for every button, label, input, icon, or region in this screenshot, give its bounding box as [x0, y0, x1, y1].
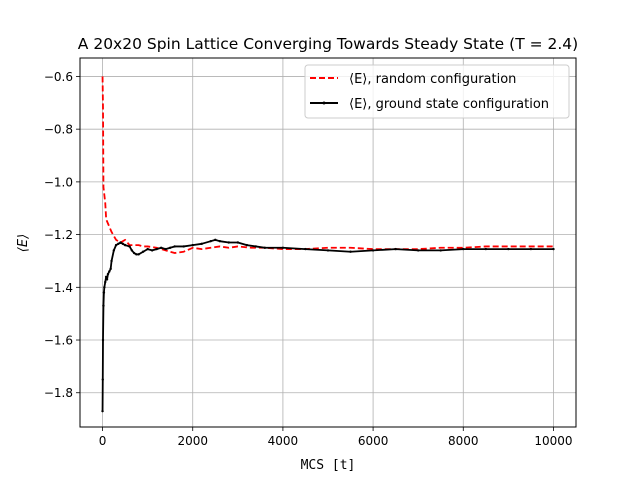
x-tick-label: 2000 [177, 434, 208, 448]
series-point-ground [209, 239, 212, 243]
series-point-ground [146, 247, 149, 251]
series-point-ground [552, 247, 555, 251]
legend-box [304, 64, 570, 119]
series-point-ground [104, 280, 107, 284]
y-tick-label: −1.8 [44, 386, 73, 400]
series-point-ground [141, 250, 145, 253]
series-point-ground [101, 409, 104, 413]
series-point-ground [164, 247, 167, 251]
series-point-ground [236, 241, 240, 244]
series-point-ground [123, 243, 127, 247]
series-point-ground [117, 242, 120, 246]
series-point-ground [191, 243, 194, 247]
series-point-ground [349, 250, 352, 253]
chart-title: A 20x20 Spin Lattice Converging Towards … [78, 35, 578, 53]
y-tick-label: −1.0 [44, 175, 73, 189]
series-point-ground [416, 249, 420, 252]
series-point-ground [484, 247, 488, 251]
series-point-ground [102, 304, 105, 307]
y-tick-label: −1.2 [44, 228, 73, 242]
y-tick-label: −1.4 [44, 281, 73, 295]
x-tick-label: 8000 [448, 434, 479, 448]
series-point-ground [182, 245, 185, 248]
series-point-ground [155, 247, 158, 251]
series-point-ground [106, 272, 110, 276]
y-tick-label: −0.8 [44, 123, 73, 137]
series-point-ground [159, 246, 163, 249]
y-tick-label: −0.6 [44, 70, 73, 84]
series-point-ground [128, 245, 131, 248]
legend-label-ground: ⟨E⟩, ground state configuration [349, 97, 549, 112]
x-tick-label: 4000 [268, 434, 299, 448]
x-tick-label: 6000 [358, 434, 389, 448]
series-point-ground [132, 251, 136, 255]
grid [80, 58, 576, 427]
y-axis-label: ⟨E⟩ [16, 234, 31, 252]
axis-ticks: 0 2000 4000 6000 8000 10000 −1.8 −1.6 −1.4 −1.2 −1… [44, 70, 573, 448]
series-point-ground [112, 249, 116, 252]
series-point-ground [130, 249, 134, 252]
series-point-ground [439, 249, 442, 252]
series-point-ground [108, 270, 111, 273]
series-point-ground [281, 246, 285, 249]
series-point-ground [101, 378, 104, 381]
series-point-ground [254, 245, 258, 248]
series-point-ground [103, 286, 106, 289]
series-point-ground [200, 242, 203, 246]
series-point-ground [104, 275, 108, 278]
series-point-ground [371, 249, 375, 252]
series-point-ground [150, 249, 154, 252]
series-point-ground [102, 291, 106, 294]
series-point-ground [101, 338, 105, 342]
x-tick-label: 0 [99, 434, 107, 448]
series-point-ground [109, 267, 112, 271]
series-point-ground [110, 259, 113, 263]
plot-frame [79, 57, 577, 428]
series-point-ground [462, 247, 465, 251]
x-tick-label: 10000 [534, 434, 572, 448]
series-point-ground [137, 253, 140, 256]
series-point-ground [218, 239, 221, 243]
series-point-ground [326, 249, 330, 252]
series-point-ground [394, 247, 397, 251]
series-point-ground [529, 247, 533, 251]
series-point-ground [214, 238, 217, 242]
legend: ⟨E⟩, random configuration ⟨E⟩, ground st… [304, 64, 570, 119]
series-point-ground [105, 278, 109, 281]
series-point-ground [121, 242, 125, 246]
legend-marker-ground [322, 101, 326, 105]
series-point-ground [135, 253, 138, 256]
series-point-ground [173, 245, 176, 248]
series-point-ground [114, 243, 118, 247]
series-point-ground [507, 247, 510, 251]
series-point-ground [263, 246, 267, 249]
series-lines [101, 76, 555, 413]
series-point-ground [168, 246, 172, 249]
series-point-ground [119, 241, 122, 244]
series-point-ground [227, 241, 230, 244]
x-axis-label: MCS [t] [301, 458, 356, 473]
legend-label-random: ⟨E⟩, random configuration [349, 72, 516, 87]
series-point-ground [245, 243, 249, 247]
series-point-ground [304, 247, 307, 251]
y-tick-label: −1.6 [44, 334, 73, 348]
